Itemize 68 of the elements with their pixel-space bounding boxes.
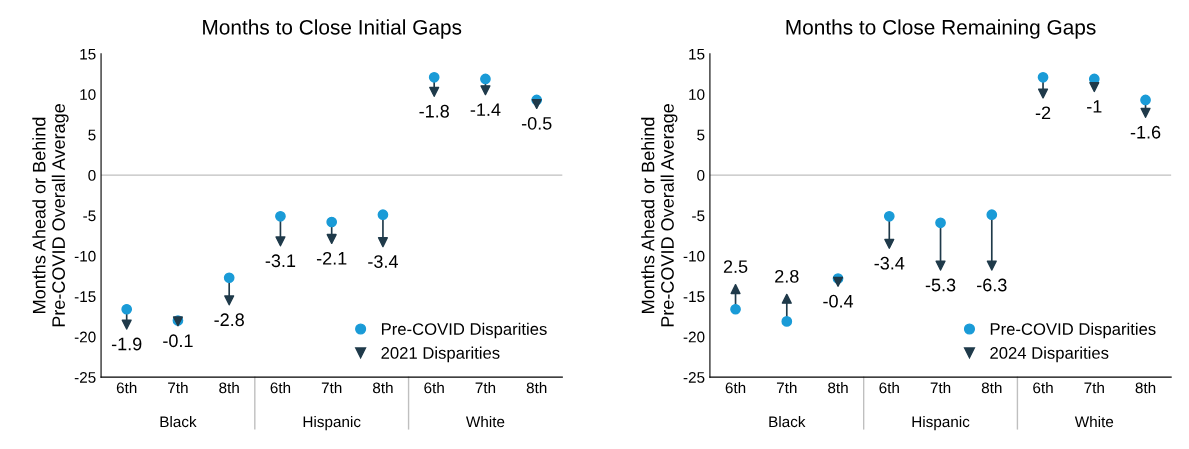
- x-tick-label: 8th: [219, 382, 239, 394]
- annotation: -1.6: [1130, 125, 1161, 139]
- x-tick-label: 7th: [776, 382, 797, 394]
- annotation: -2.8: [214, 313, 244, 327]
- annotation: -3.4: [368, 255, 398, 268]
- annotation: 2.8: [775, 269, 799, 283]
- y-tick-label: 15: [80, 48, 96, 60]
- x-tick-label: 6th: [879, 382, 899, 394]
- x-tick-label: 7th: [321, 382, 342, 394]
- chart-title: Months to Close Remaining Gaps: [786, 19, 1096, 39]
- annotation: -1: [1087, 100, 1102, 113]
- y-tick-label: -20: [683, 331, 705, 343]
- y-tick-label: 15: [689, 48, 705, 60]
- y-tick-label: 10: [80, 89, 96, 100]
- text: Black: [160, 415, 197, 428]
- annotation: -2.1: [316, 251, 347, 265]
- annotation: -3.1: [265, 254, 296, 268]
- y-tick-label: -10: [683, 250, 705, 262]
- annotation: -2: [1035, 106, 1051, 120]
- chart-title: Months to Close Initial Gaps: [203, 19, 462, 39]
- x-tick-label: 6th: [424, 382, 444, 394]
- y-axis-title: Months Ahead or Behind Pre-COVID Overall Average: [641, 104, 678, 327]
- legend-label: Pre-COVID Disparities: [990, 322, 1156, 339]
- annotation: -1.9: [111, 337, 142, 351]
- text: Hispanic: [303, 415, 361, 431]
- y-tick-label: -5: [83, 210, 96, 222]
- y-tick-label: -15: [683, 291, 705, 303]
- legend-label: 2024 Disparities: [990, 346, 1109, 363]
- x-tick-label: 6th: [1033, 382, 1053, 394]
- y-tick-label: -25: [74, 372, 96, 383]
- annotation: -1.8: [419, 104, 449, 118]
- x-tick-label: 7th: [930, 382, 951, 394]
- y-axis-title: Months Ahead or Behind Pre-COVID Overall Average: [32, 104, 69, 327]
- annotation: -3.4: [874, 256, 905, 270]
- y-tick-label: -20: [74, 331, 96, 343]
- annotation: -1.4: [470, 103, 501, 116]
- x-tick-label: 8th: [372, 382, 393, 394]
- y-tick-label: 0: [88, 169, 96, 181]
- text: White: [1074, 415, 1114, 428]
- text: Hispanic: [912, 415, 970, 431]
- x-tick-label: 8th: [828, 382, 848, 394]
- legend-label: Pre-COVID Disparities: [381, 322, 547, 339]
- annotation: -5.3: [925, 278, 956, 292]
- legend-label: 2021 Disparities: [381, 346, 500, 363]
- y-tick-label: -10: [74, 250, 96, 262]
- text: White: [465, 415, 505, 428]
- x-tick-label: 6th: [116, 382, 137, 394]
- y-tick-label: 5: [88, 129, 96, 141]
- y-tick-label: 0: [697, 169, 705, 181]
- x-tick-label: 8th: [981, 382, 1002, 394]
- y-tick-label: 5: [697, 129, 705, 141]
- annotation: -0.5: [521, 116, 552, 130]
- x-tick-label: 6th: [725, 382, 746, 394]
- y-tick-label: -5: [692, 210, 705, 222]
- x-tick-label: 8th: [526, 382, 547, 394]
- annotation: -0.1: [163, 334, 193, 348]
- annotation: 2.5: [723, 260, 748, 273]
- y-tick-label: -15: [74, 291, 96, 303]
- x-tick-label: 7th: [1084, 382, 1104, 394]
- y-tick-label: 10: [689, 89, 705, 100]
- y-tick-label: -25: [683, 372, 705, 383]
- x-tick-label: 7th: [475, 382, 496, 394]
- text: Black: [769, 415, 806, 428]
- x-tick-label: 7th: [168, 382, 188, 394]
- x-tick-label: 8th: [1135, 382, 1156, 394]
- annotation: -6.3: [977, 278, 1007, 292]
- annotation: -0.4: [823, 294, 854, 308]
- x-tick-label: 6th: [270, 382, 291, 394]
